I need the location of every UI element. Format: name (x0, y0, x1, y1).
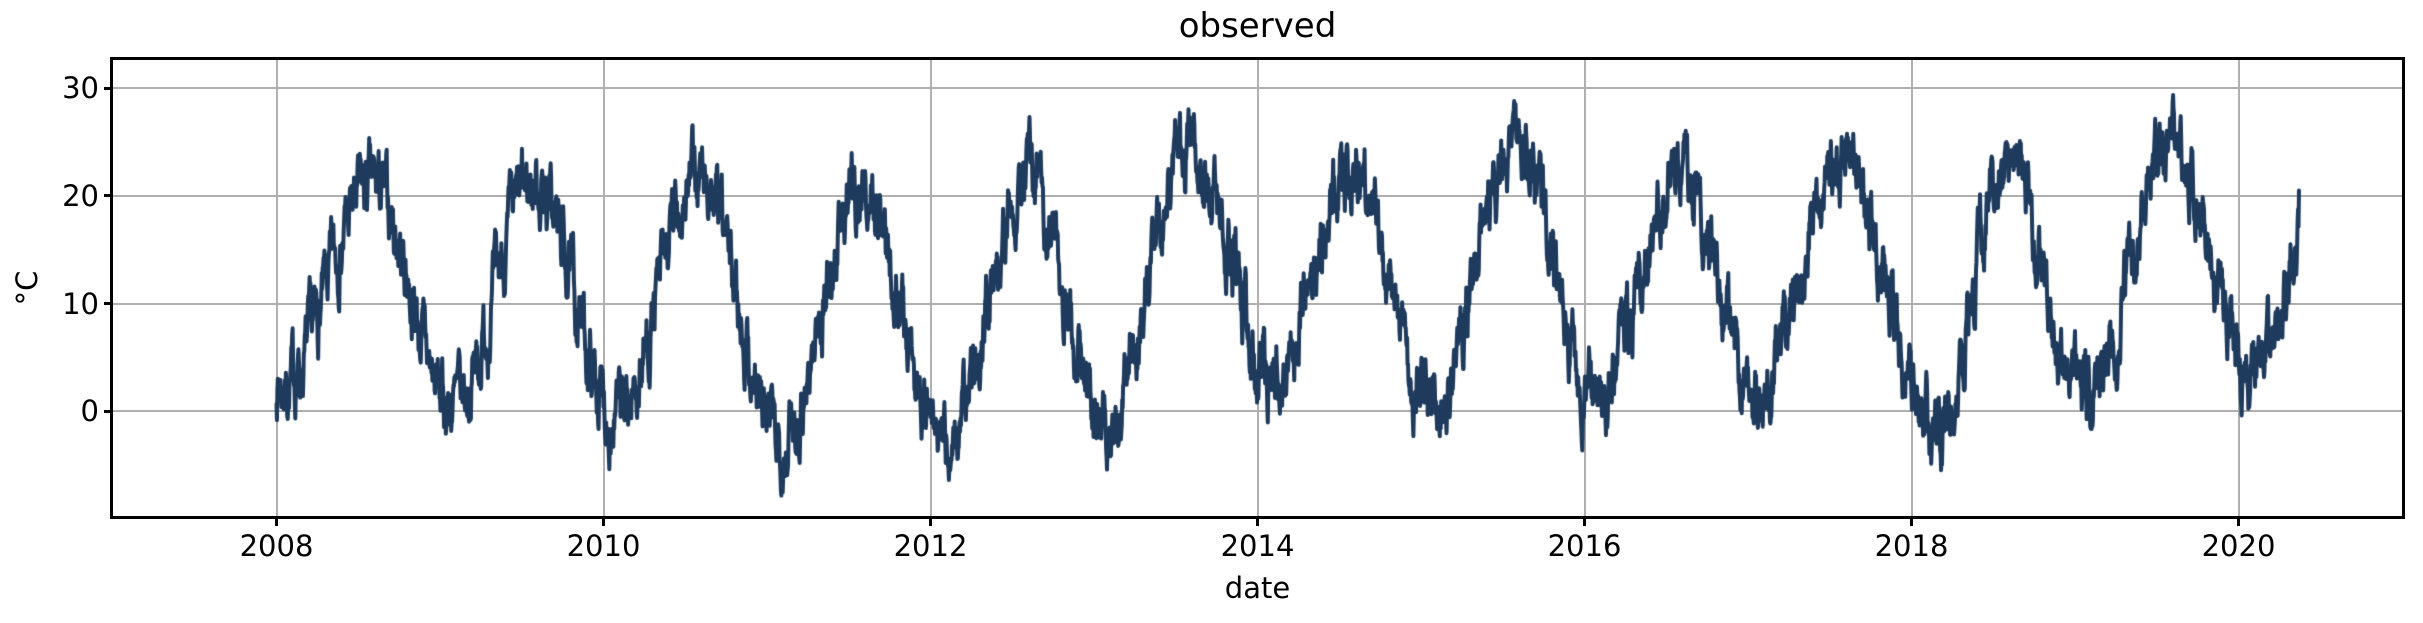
y-tick-mark (104, 409, 113, 413)
observed-series-line (113, 60, 2402, 516)
x-tick-label: 2008 (239, 529, 314, 563)
x-tick-mark (1583, 517, 1586, 526)
y-tick-label: 0 (80, 394, 99, 429)
x-tick-label: 2012 (893, 529, 968, 563)
x-tick-mark (929, 517, 932, 526)
x-tick-label: 2010 (566, 529, 641, 563)
x-tick-label: 2020 (2201, 529, 2276, 563)
x-tick-mark (1256, 517, 1259, 526)
x-tick-label: 2018 (1874, 529, 1949, 563)
chart-title: observed (1178, 6, 1337, 46)
x-tick-mark (602, 517, 605, 526)
x-tick-mark (275, 517, 278, 526)
y-tick-label: 10 (62, 286, 99, 321)
y-tick-mark (104, 302, 113, 306)
x-axis-label: date (1224, 571, 1291, 605)
x-tick-mark (2237, 517, 2240, 526)
y-tick-mark (104, 194, 113, 198)
x-tick-label: 2014 (1220, 529, 1295, 563)
x-tick-mark (1910, 517, 1913, 526)
y-tick-label: 20 (62, 178, 99, 213)
x-tick-label: 2016 (1547, 529, 1622, 563)
y-axis-label: °C (10, 270, 44, 306)
y-tick-label: 30 (62, 71, 99, 106)
y-tick-mark (104, 86, 113, 90)
